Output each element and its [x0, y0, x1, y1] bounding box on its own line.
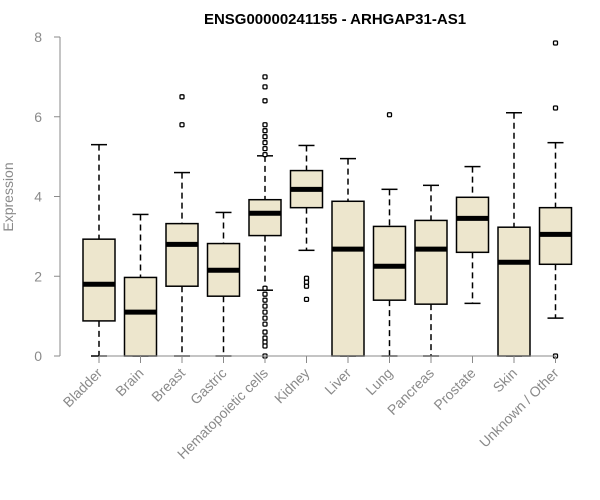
y-tick-label: 0: [34, 348, 42, 364]
iqr-box: [165, 222, 199, 287]
iqr-box: [82, 238, 116, 322]
x-tick-label: Brain: [112, 365, 146, 399]
outlier-point: [262, 134, 268, 140]
outlier-point: [262, 321, 268, 327]
iqr-box: [414, 219, 448, 305]
y-tick-label: 8: [34, 29, 42, 45]
outlier-point: [552, 105, 559, 111]
x-tick-label: Kidney: [271, 365, 313, 407]
outlier-point: [262, 303, 268, 309]
box-kidney: [289, 144, 324, 303]
outlier-point: [552, 40, 559, 46]
box-pancreas: [414, 184, 448, 357]
iqr-box: [455, 196, 490, 254]
outlier-point: [262, 74, 268, 80]
box-skin: [497, 112, 531, 357]
outlier-point: [262, 297, 268, 303]
x-tick-label: Lung: [362, 365, 395, 398]
outlier-point: [262, 285, 268, 291]
box-brain: [123, 213, 158, 357]
chart-title: ENSG00000241155 - ARHGAP31-AS1: [204, 11, 466, 28]
x-tick-label: Prostate: [430, 365, 478, 413]
x-tick-label: Breast: [148, 365, 188, 405]
box-bladder: [82, 143, 116, 357]
y-tick-label: 6: [34, 109, 42, 125]
box-prostate: [455, 165, 490, 305]
x-tick-label: Bladder: [60, 365, 106, 411]
outlier-point: [262, 151, 268, 158]
outlier-point: [262, 291, 268, 297]
iqr-box: [123, 276, 158, 357]
outlier-point: [262, 140, 268, 146]
outlier-point: [262, 145, 268, 152]
box-liver: [331, 157, 365, 357]
box-breast: [165, 94, 199, 357]
outlier-point: [262, 309, 268, 315]
outlier-point: [386, 112, 393, 118]
iqr-box: [248, 198, 282, 237]
outlier-point: [262, 122, 268, 128]
outlier-point: [262, 98, 268, 104]
box-lung: [372, 112, 407, 357]
outlier-point: [262, 329, 268, 335]
iqr-box: [372, 225, 407, 301]
outlier-point: [262, 343, 268, 349]
outlier-point: [303, 283, 310, 289]
outlier-point: [262, 84, 268, 90]
box-unknown-other: [538, 40, 573, 359]
x-tick-label: Unknown / Other: [476, 365, 562, 451]
outlier-point: [179, 122, 185, 128]
outlier-point: [262, 128, 268, 134]
iqr-box: [497, 226, 531, 357]
y-tick-label: 2: [34, 268, 42, 284]
y-tick-label: 4: [34, 189, 42, 205]
outlier-point: [303, 296, 310, 303]
outlier-point: [179, 94, 185, 100]
box-gastric: [206, 211, 241, 357]
x-tick-label: Skin: [490, 365, 521, 396]
iqr-box: [331, 200, 365, 357]
outlier-point: [262, 315, 268, 321]
y-axis-label: Expression: [0, 162, 16, 231]
box-hematopoietic-cells: [248, 74, 282, 359]
boxes: [82, 40, 573, 359]
y-axis: 0 2 4 6 8: [34, 29, 61, 364]
x-tick-label: Liver: [321, 365, 354, 398]
